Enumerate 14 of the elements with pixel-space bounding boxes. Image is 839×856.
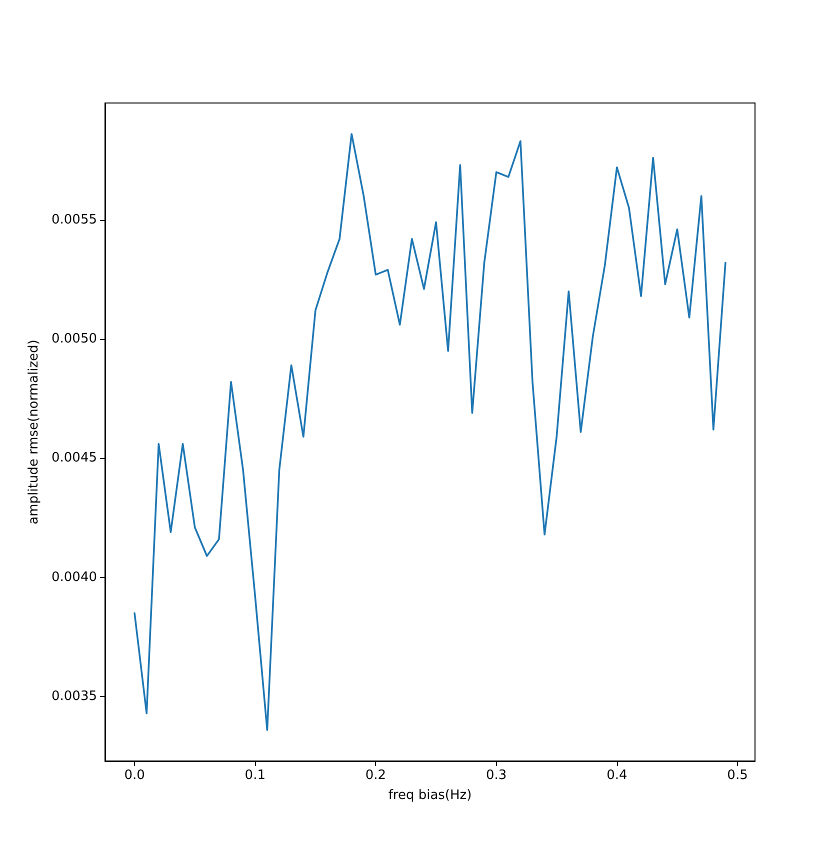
x-tick-label: 0.5 [727,768,748,783]
x-tick-label: 0.3 [486,768,507,783]
y-tick-label: 0.0055 [52,212,97,228]
y-axis-title: amplitude rmse(normalized) [26,340,42,524]
y-tick-label: 0.0040 [52,570,97,585]
x-tick-label: 0.0 [124,768,145,783]
x-tick-label: 0.4 [606,768,628,783]
x-tick-label: 0.2 [365,768,386,783]
x-tick-label: 0.1 [244,768,266,783]
y-tick-label: 0.0035 [52,689,97,704]
y-tick-label: 0.0050 [52,332,97,347]
line-series [134,133,726,731]
y-tick-label: 0.0045 [52,450,97,466]
x-axis-title: freq bias(Hz) [388,788,472,803]
